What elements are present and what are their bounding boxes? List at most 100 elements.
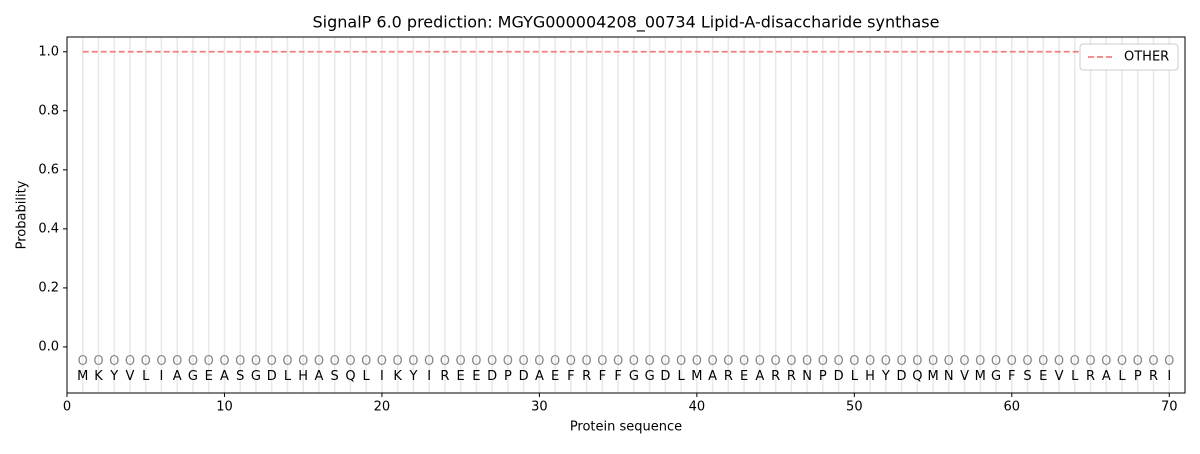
prediction-label: O (1038, 354, 1048, 369)
residue-label: R (787, 369, 796, 384)
prediction-label: O (251, 354, 261, 369)
residue-label: A (535, 369, 544, 384)
prediction-label: O (849, 354, 859, 369)
residue-label: L (1118, 369, 1126, 384)
residue-label: I (160, 369, 164, 384)
prediction-label: O (534, 354, 544, 369)
residue-label: Q (912, 369, 922, 384)
prediction-label: O (1133, 354, 1143, 369)
residue-label: L (851, 369, 859, 384)
residue-label: G (991, 369, 1001, 384)
residue-label: F (614, 369, 621, 384)
prediction-label: O (629, 354, 639, 369)
residue-label: V (960, 369, 969, 384)
prediction-label: O (1148, 354, 1158, 369)
prediction-label: O (141, 354, 151, 369)
prediction-label: O (833, 354, 843, 369)
prediction-label: O (172, 354, 182, 369)
prediction-label: O (802, 354, 812, 369)
residue-label: A (708, 369, 717, 384)
y-axis-label: Probability (15, 180, 30, 249)
residue-label: K (393, 369, 402, 384)
prediction-label: O (235, 354, 245, 369)
prediction-label: O (156, 354, 166, 369)
prediction-label: O (692, 354, 702, 369)
prediction-label: O (660, 354, 670, 369)
residue-label: M (927, 369, 938, 384)
residue-label: V (1055, 369, 1064, 384)
residue-label: M (691, 369, 702, 384)
residue-label: L (677, 369, 685, 384)
prediction-label: O (582, 354, 592, 369)
residue-label: M (975, 369, 986, 384)
legend-label: OTHER (1124, 50, 1169, 65)
residue-label: S (236, 369, 244, 384)
y-tick-label: 0.0 (38, 339, 59, 354)
residue-label: M (77, 369, 88, 384)
residue-label: D (267, 369, 277, 384)
plot-frame (66, 36, 1186, 394)
residue-label: V (126, 369, 135, 384)
residue-label: A (173, 369, 182, 384)
residue-label: R (582, 369, 591, 384)
prediction-label: O (188, 354, 198, 369)
prediction-label: O (739, 354, 749, 369)
prediction-label: O (361, 354, 371, 369)
residue-label: N (944, 369, 954, 384)
residue-label: E (740, 369, 748, 384)
residue-label: N (802, 369, 812, 384)
prediction-label: O (881, 354, 891, 369)
residue-label: P (819, 369, 827, 384)
residue-label: G (251, 369, 261, 384)
residue-label: A (220, 369, 229, 384)
y-tick-label: 0.2 (38, 280, 59, 295)
x-tick-label: 50 (846, 400, 863, 415)
prediction-label: O (707, 354, 717, 369)
chart-title: SignalP 6.0 prediction: MGYG000004208_00… (313, 13, 940, 33)
prediction-label: O (676, 354, 686, 369)
legend-box (1079, 43, 1179, 71)
residue-label: Y (109, 369, 118, 384)
prediction-label: O (566, 354, 576, 369)
residue-label: G (629, 369, 639, 384)
residue-label: L (363, 369, 371, 384)
prediction-label: O (550, 354, 560, 369)
prediction-label: O (456, 354, 466, 369)
prediction-label: O (912, 354, 922, 369)
prediction-label: O (1164, 354, 1174, 369)
residue-label: D (487, 369, 497, 384)
residue-label: Y (408, 369, 417, 384)
prediction-label: O (1022, 354, 1032, 369)
residue-label: R (440, 369, 449, 384)
residue-label: P (1134, 369, 1142, 384)
residue-label: E (457, 369, 465, 384)
prediction-label: O (1117, 354, 1127, 369)
prediction-label: O (330, 354, 340, 369)
residue-label: D (660, 369, 670, 384)
prediction-label: O (991, 354, 1001, 369)
residue-label: S (1023, 369, 1031, 384)
residue-label: F (1008, 369, 1015, 384)
prediction-label: O (408, 354, 418, 369)
prediction-label: O (1054, 354, 1064, 369)
prediction-label: O (1101, 354, 1111, 369)
x-tick-label: 0 (63, 400, 71, 415)
prediction-label: O (928, 354, 938, 369)
x-tick-label: 10 (216, 400, 233, 415)
residue-label: H (298, 369, 308, 384)
prediction-label: O (818, 354, 828, 369)
residue-label: I (427, 369, 431, 384)
residue-label: S (331, 369, 339, 384)
x-tick-label: 30 (531, 400, 548, 415)
residue-label: A (1102, 369, 1111, 384)
residue-label: L (1071, 369, 1079, 384)
prediction-label: O (613, 354, 623, 369)
residue-label: H (865, 369, 875, 384)
prediction-label: O (503, 354, 513, 369)
residue-label: E (205, 369, 213, 384)
residue-label: I (1167, 369, 1171, 384)
prediction-label: O (267, 354, 277, 369)
residue-label: Q (345, 369, 355, 384)
